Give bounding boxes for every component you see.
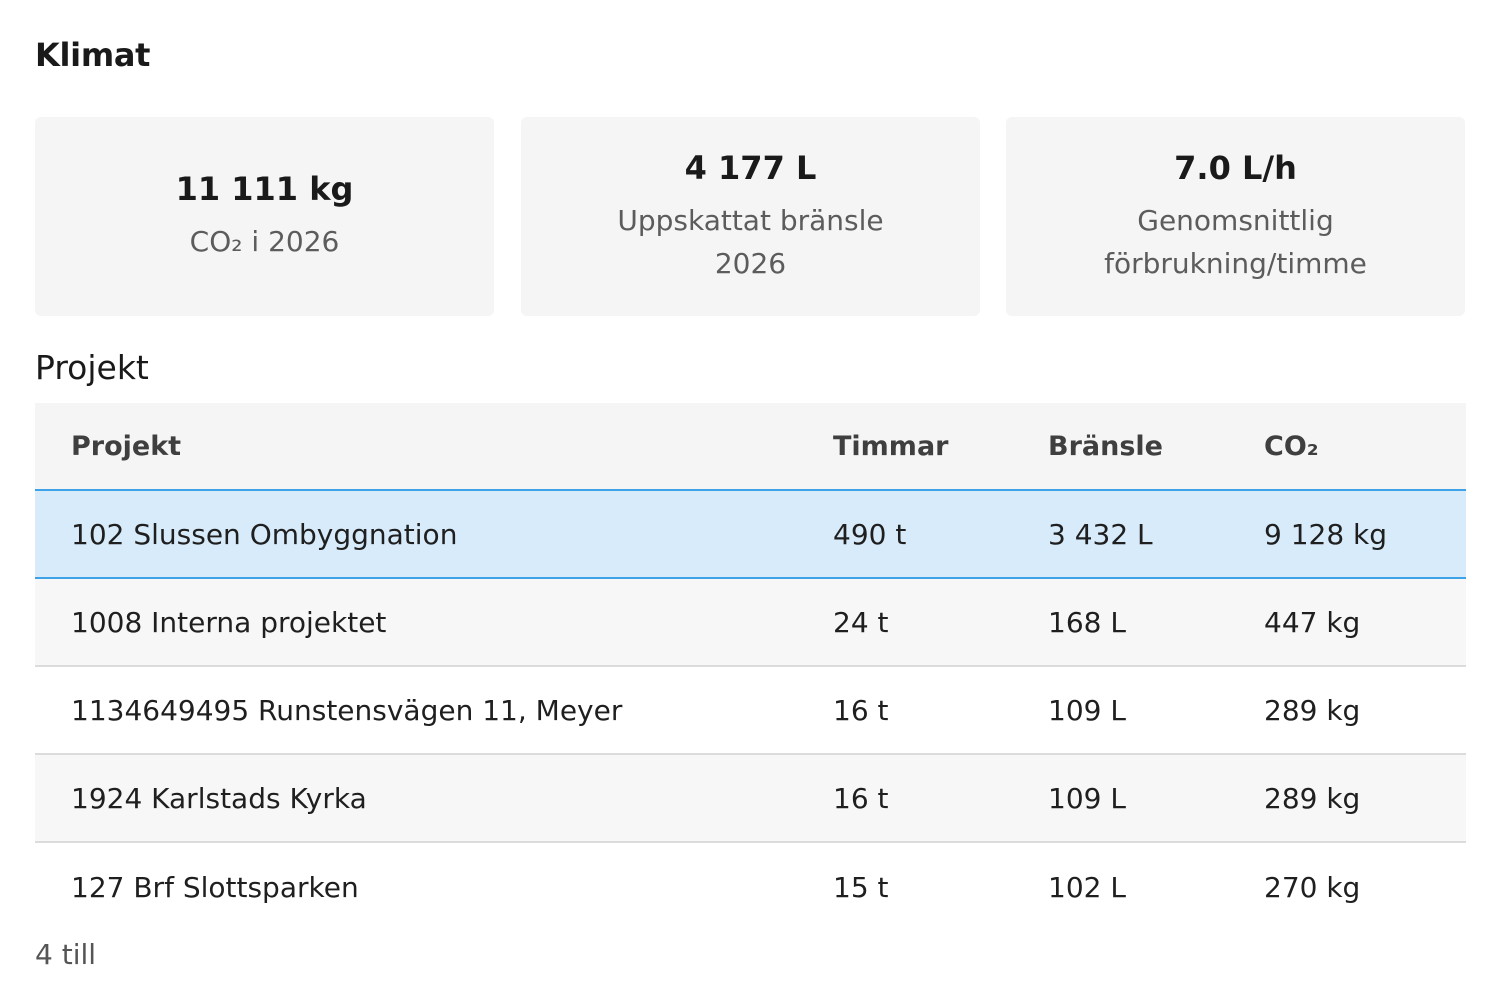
- project-hours: 15 t: [833, 870, 889, 904]
- projekt-section-title: Projekt: [35, 348, 149, 387]
- column-header-timmar[interactable]: Timmar: [833, 430, 949, 462]
- co2-value: 11 111 kg: [175, 170, 354, 208]
- project-hours: 490 t: [833, 517, 907, 551]
- fuel-value: 4 177 L: [684, 148, 817, 187]
- column-header-bransle[interactable]: Bränsle: [1048, 430, 1163, 462]
- project-hours: 16 t: [833, 693, 889, 727]
- projects-table: Projekt Timmar Bränsle CO₂ 102 Slussen O…: [35, 403, 1466, 931]
- table-row[interactable]: 102 Slussen Ombyggnation 490 t 3 432 L 9…: [35, 491, 1466, 579]
- table-row[interactable]: 1134649495 Runstensvägen 11, Meyer 16 t …: [35, 667, 1466, 755]
- project-co2: 270 kg: [1264, 870, 1361, 904]
- co2-card: 11 111 kg CO₂ i 2026: [35, 117, 494, 316]
- consumption-label: Genomsnittlig förbrukning/timme: [1104, 203, 1367, 280]
- project-name: 1924 Karlstads Kyrka: [71, 781, 367, 815]
- consumption-card: 7.0 L/h Genomsnittlig förbrukning/timme: [1006, 117, 1465, 316]
- klimat-cards: 11 111 kg CO₂ i 2026 4 177 L Uppskattat …: [35, 117, 1466, 316]
- project-co2: 289 kg: [1264, 693, 1361, 727]
- project-hours: 24 t: [833, 605, 889, 639]
- klimat-section-title: Klimat: [35, 36, 151, 74]
- consumption-value: 7.0 L/h: [1174, 148, 1297, 187]
- fuel-label: Uppskattat bränsle 2026: [617, 203, 884, 280]
- project-co2: 9 128 kg: [1264, 517, 1388, 551]
- table-header: Projekt Timmar Bränsle CO₂: [35, 403, 1466, 491]
- project-fuel: 109 L: [1048, 781, 1126, 815]
- project-co2: 289 kg: [1264, 781, 1361, 815]
- project-fuel: 102 L: [1048, 870, 1126, 904]
- table-row[interactable]: 127 Brf Slottsparken 15 t 102 L 270 kg: [35, 843, 1466, 931]
- show-more-link[interactable]: 4 till: [35, 938, 97, 971]
- project-fuel: 3 432 L: [1048, 517, 1153, 551]
- project-name: 127 Brf Slottsparken: [71, 870, 359, 904]
- column-header-projekt[interactable]: Projekt: [71, 430, 182, 462]
- project-name: 1008 Interna projektet: [71, 605, 387, 639]
- table-row[interactable]: 1008 Interna projektet 24 t 168 L 447 kg: [35, 579, 1466, 667]
- project-name: 102 Slussen Ombyggnation: [71, 517, 458, 551]
- project-hours: 16 t: [833, 781, 889, 815]
- co2-label: CO₂ i 2026: [189, 225, 340, 258]
- project-fuel: 109 L: [1048, 693, 1126, 727]
- column-header-co2[interactable]: CO₂: [1264, 430, 1319, 462]
- project-fuel: 168 L: [1048, 605, 1126, 639]
- project-co2: 447 kg: [1264, 605, 1361, 639]
- table-row[interactable]: 1924 Karlstads Kyrka 16 t 109 L 289 kg: [35, 755, 1466, 843]
- project-name: 1134649495 Runstensvägen 11, Meyer: [71, 693, 623, 727]
- fuel-card: 4 177 L Uppskattat bränsle 2026: [521, 117, 980, 316]
